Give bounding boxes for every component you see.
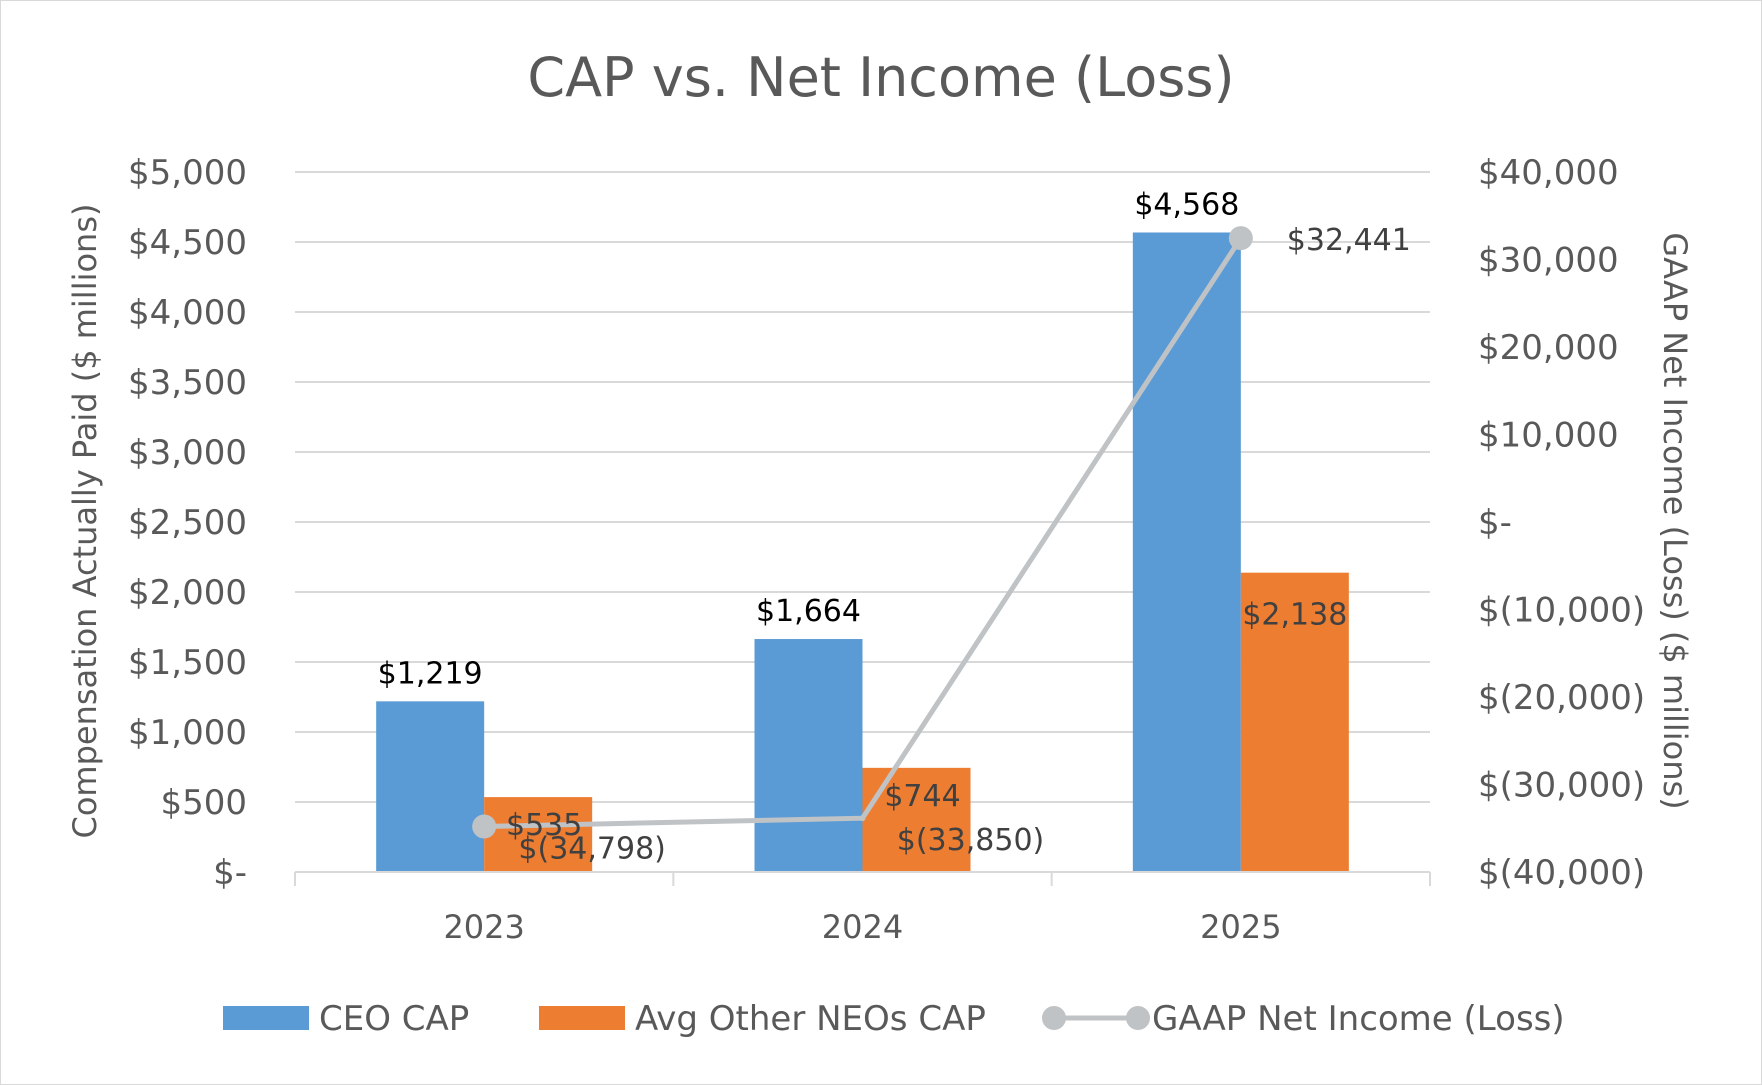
y-left-tick-label: $3,500 (128, 363, 247, 403)
neo-cap-data-label: $535 (506, 808, 582, 843)
y-left-tick-label: $3,000 (128, 433, 247, 473)
net-income-line (472, 226, 1253, 839)
y-right-tick-label: $(20,000) (1478, 678, 1645, 718)
y-right-tick-label: $20,000 (1478, 328, 1619, 368)
y-right-tick-label: $- (1478, 503, 1512, 543)
y-left-tick-label: $4,500 (128, 223, 247, 263)
net-income-data-label: $(34,798) (518, 831, 665, 866)
y-left-tick-label: $1,000 (128, 713, 247, 753)
y-left-tick-label: $- (213, 853, 247, 893)
y-right-tick-label: $(30,000) (1478, 766, 1645, 806)
legend-marker-net-income (1126, 1006, 1150, 1030)
net-income-point (1228, 226, 1253, 251)
net-income-point (472, 814, 497, 839)
ceo-cap-bar (376, 701, 485, 872)
ceo-cap-data-label: $1,664 (756, 594, 861, 629)
ceo-cap-bar (1132, 232, 1241, 873)
legend-label-net-income: GAAP Net Income (Loss) (1152, 999, 1565, 1039)
ceo-cap-data-label: $1,219 (378, 656, 483, 691)
y-right-tick-label: $10,000 (1478, 416, 1619, 456)
legend-label-neo-cap: Avg Other NEOs CAP (635, 999, 986, 1039)
ceo-cap-bar (754, 639, 863, 872)
legend-label-ceo-cap: CEO CAP (319, 999, 469, 1039)
neo-cap-data-label: $744 (884, 779, 960, 814)
chart-title: CAP vs. Net Income (Loss) (527, 46, 1234, 109)
net-income-point (859, 815, 866, 822)
y-right-tick-label: $30,000 (1478, 241, 1619, 281)
y-left-tick-label: $2,500 (128, 503, 247, 543)
axes: $- $500 $1,000 $1,500 $2,000 $2,500 $3,000 $3,5… (128, 153, 1645, 946)
y-left-tick-label: $5,000 (128, 153, 247, 193)
y-left-tick-label: $2,000 (128, 573, 247, 613)
legend-swatch-ceo-cap (223, 1006, 309, 1030)
x-tick-label: 2024 (822, 908, 903, 946)
neo-cap-bar (862, 767, 971, 872)
legend-swatch-neo-cap (539, 1006, 625, 1030)
y-right-tick-label: $40,000 (1478, 153, 1619, 193)
data-labels: $1,219 $1,664 $4,568 $535 $744 $2,138 $(34,798… (378, 187, 1411, 866)
y-left-tick-label: $1,500 (128, 643, 247, 683)
y-axis-right-title: GAAP Net Income (Loss) ($ millions) (1656, 232, 1694, 809)
net-income-data-label: $32,441 (1287, 223, 1411, 258)
y-axis-left-title: Compensation Actually Paid ($ millions) (66, 204, 104, 839)
y-left-tick-label: $500 (160, 783, 247, 823)
x-tick-label: 2025 (1200, 908, 1281, 946)
legend: CEO CAP Avg Other NEOs CAP GAAP Net Income… (223, 999, 1565, 1039)
neo-cap-bar (1240, 572, 1349, 872)
x-tick-label: 2023 (443, 908, 524, 946)
neo-cap-bar (484, 797, 593, 872)
net-income-data-label: $(33,850) (897, 823, 1044, 858)
y-left-tick-label: $4,000 (128, 293, 247, 333)
y-right-tick-label: $(10,000) (1478, 591, 1645, 631)
legend-marker-net-income (1042, 1006, 1066, 1030)
ceo-cap-data-label: $4,568 (1134, 187, 1239, 222)
bars (376, 232, 1349, 873)
y-right-tick-label: $(40,000) (1478, 853, 1645, 893)
neo-cap-data-label: $2,138 (1242, 598, 1347, 633)
